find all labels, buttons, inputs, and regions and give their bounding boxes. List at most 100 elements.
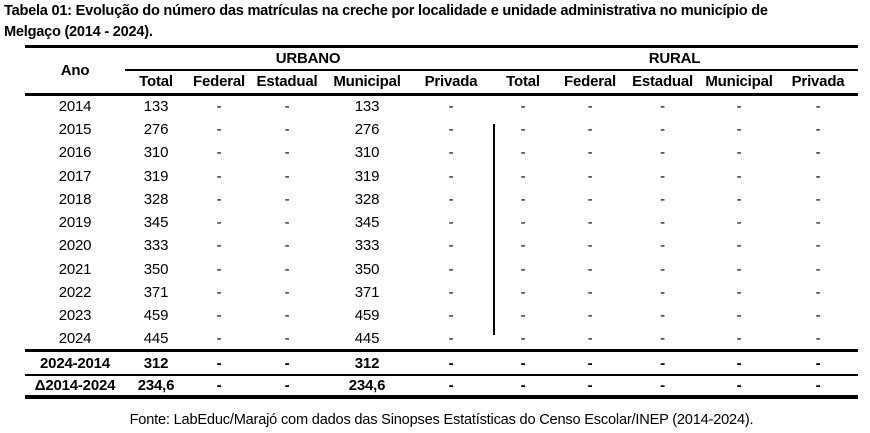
value-cell: 350: [354, 260, 380, 278]
value-cell: -: [587, 190, 593, 208]
value-cell: -: [736, 329, 742, 347]
table-row: 2015 276 - - 276 - - - - - -: [25, 118, 858, 141]
year-cell: 2021: [58, 260, 92, 278]
value-cell: -: [284, 167, 290, 185]
value-cell: -: [284, 329, 290, 347]
value-cell: -: [216, 307, 222, 325]
value-cell: 133: [354, 98, 380, 116]
value-cell: -: [736, 167, 742, 185]
value-cell: -: [520, 307, 526, 325]
value-cell: -: [736, 120, 742, 138]
value-cell: -: [815, 120, 821, 138]
value-cell: -: [587, 167, 593, 185]
value-cell: 319: [354, 167, 380, 185]
value-cell: -: [491, 349, 556, 376]
value-cell: -: [448, 190, 454, 208]
value-cell: -: [520, 214, 526, 232]
value-cell: -: [587, 120, 593, 138]
value-cell: -: [815, 144, 821, 162]
value-cell: -: [284, 120, 290, 138]
value-cell: -: [587, 214, 593, 232]
value-cell: -: [736, 190, 742, 208]
value-cell: 371: [354, 284, 380, 302]
value-cell: -: [736, 284, 742, 302]
year-cell: 2018: [58, 190, 92, 208]
year-cell: 2015: [58, 120, 92, 138]
value-cell: 310: [143, 144, 169, 162]
value-cell: -: [448, 237, 454, 255]
group-header-row: Ano URBANO RURAL: [25, 46, 859, 96]
value-cell: -: [448, 144, 454, 162]
value-cell: -: [216, 376, 222, 394]
value-cell: -: [736, 260, 742, 278]
subheader-row: Total Federal Estadual Municipal Privada…: [25, 69, 859, 96]
table-body: 2014 133 - - 133 - - - - - - 2015 276 - - 276 - - - - - - 2016…: [25, 95, 859, 397]
value-cell: -: [448, 260, 454, 278]
value-cell: -: [520, 120, 526, 138]
value-cell: -: [284, 284, 290, 302]
table-row: 2017 319 - - 319 - - - - - -: [25, 164, 858, 187]
table-row: 2016 310 - - 310 - - - - - -: [25, 141, 858, 164]
value-cell: -: [520, 190, 526, 208]
value-cell: -: [736, 376, 742, 394]
col-header-rural-total: Total: [491, 69, 556, 96]
value-cell: -: [778, 349, 859, 376]
value-cell: 310: [354, 144, 380, 162]
value-cell: -: [736, 307, 742, 325]
col-header-urbano-privada: Privada: [411, 69, 492, 96]
value-cell: 328: [354, 190, 380, 208]
year-cell: 2016: [58, 144, 92, 162]
year-cell: 2014: [58, 98, 92, 116]
value-cell: -: [216, 98, 222, 116]
value-cell: -: [284, 376, 290, 394]
value-cell: -: [448, 284, 454, 302]
value-cell: -: [284, 214, 290, 232]
table-row: 2024-2014 312- -312- - - - - -: [25, 349, 859, 376]
value-cell: -: [187, 349, 251, 376]
value-cell: -: [815, 98, 821, 116]
table-title-line2: Melgaço (2014 - 2024).: [4, 24, 153, 40]
col-header-rural-estadual: Estadual: [625, 69, 701, 96]
col-header-urbano-total: Total: [125, 69, 187, 96]
value-cell: -: [660, 329, 665, 347]
year-cell: 2019: [58, 214, 92, 232]
value-cell: -: [587, 284, 593, 302]
value-cell: -: [448, 307, 454, 325]
value-cell: -: [448, 329, 454, 347]
col-header-urbano-municipal: Municipal: [323, 69, 411, 96]
value-cell: 333: [143, 237, 169, 255]
value-cell: -: [815, 307, 821, 325]
table-row: 2019 345 - - 345 - - - - - -: [25, 211, 858, 234]
year-cell: 2017: [58, 167, 92, 185]
table-title: Tabela 01: Evolução do número das matríc…: [4, 1, 868, 43]
col-header-rural-municipal: Municipal: [700, 69, 779, 96]
value-cell: 445: [143, 329, 169, 347]
value-cell: -: [660, 237, 665, 255]
value-cell: -: [284, 237, 290, 255]
value-cell: -: [736, 98, 742, 116]
value-cell: -: [520, 329, 526, 347]
value-cell: -: [660, 307, 665, 325]
value-cell: -: [520, 237, 526, 255]
value-cell: 350: [143, 260, 169, 278]
value-cell: -: [520, 98, 526, 116]
value-cell: -: [216, 260, 222, 278]
value-cell: -: [411, 349, 492, 376]
table-title-line1: Tabela 01: Evolução do número das matríc…: [4, 3, 768, 19]
year-cell: 2024: [58, 329, 92, 347]
value-cell: -: [660, 190, 665, 208]
value-cell: -: [815, 190, 821, 208]
value-cell: -: [216, 120, 222, 138]
value-cell: 276: [143, 120, 169, 138]
value-cell: -: [700, 349, 779, 376]
col-header-urbano-federal: Federal: [187, 69, 251, 96]
value-cell: -: [815, 329, 821, 347]
value-cell: 333: [354, 237, 380, 255]
value-cell: 345: [354, 214, 380, 232]
summary-label-cell: Δ2014-2024: [34, 376, 116, 394]
value-cell: -: [736, 214, 742, 232]
value-cell: -: [660, 167, 665, 185]
value-cell: -: [284, 98, 290, 116]
value-cell: -: [520, 167, 526, 185]
value-cell: 445: [354, 329, 380, 347]
